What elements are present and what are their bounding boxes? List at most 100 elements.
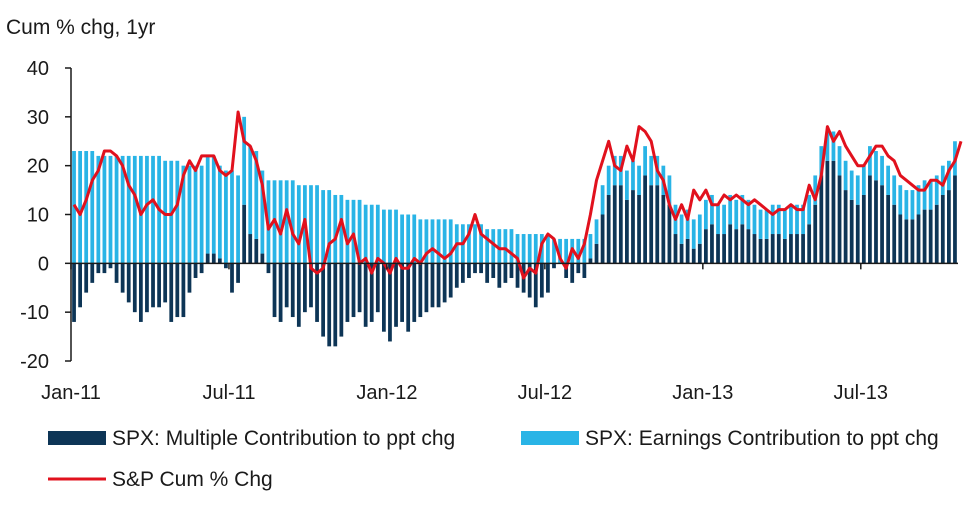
multiple-bar: [272, 263, 277, 318]
multiple-bar: [837, 175, 842, 264]
y-tick-label: 20: [27, 156, 49, 178]
sp-cum-line: [72, 110, 963, 280]
multiple-bar: [594, 243, 599, 264]
multiple-bar: [357, 263, 362, 313]
earnings-bar: [776, 204, 781, 235]
earnings-bar: [703, 199, 708, 230]
earnings-bar: [351, 199, 356, 264]
bar-series-group: [72, 116, 957, 347]
multiple-bar: [236, 263, 240, 283]
earnings-bar: [151, 155, 155, 264]
y-tick-label: 10: [27, 205, 49, 227]
multiple-bar: [947, 190, 951, 264]
earnings-bar: [874, 151, 878, 181]
earnings-bar: [102, 155, 107, 264]
earnings-bar: [363, 204, 368, 264]
earnings-bar: [345, 199, 350, 264]
x-tick-label: Jan-11: [41, 382, 101, 404]
multiple-bar: [880, 185, 884, 264]
multiple-bar: [454, 263, 459, 288]
earnings-bar: [764, 209, 769, 239]
earnings-bar: [114, 155, 119, 264]
earnings-bar: [746, 199, 751, 230]
multiple-bar: [934, 204, 939, 264]
multiple-bar: [412, 263, 417, 322]
y-tick-label: 0: [38, 253, 49, 275]
multiple-bar: [661, 194, 666, 264]
multiple-bar: [552, 263, 556, 269]
earnings-bar: [631, 160, 635, 191]
earnings-bar: [96, 155, 101, 264]
earnings-bar: [940, 165, 945, 195]
axes: [70, 68, 958, 361]
multiple-bar: [394, 263, 398, 327]
multiple-bar: [248, 234, 253, 264]
multiple-bar: [770, 234, 775, 264]
multiple-bar: [722, 234, 726, 264]
multiple-bar: [855, 204, 860, 264]
earnings-bar: [691, 219, 696, 249]
multiple-bar: [375, 263, 380, 313]
multiple-bar: [473, 263, 477, 274]
earnings-bar: [801, 204, 805, 235]
earnings-bar: [734, 199, 739, 230]
multiple-bar: [752, 234, 757, 264]
multiple-bar: [400, 263, 404, 322]
earnings-bar: [357, 199, 362, 264]
multiple-bar: [242, 204, 247, 264]
multiple-bar: [813, 204, 818, 264]
multiple-bar: [728, 224, 733, 264]
multiple-bar: [643, 175, 648, 264]
multiple-bar: [151, 263, 155, 308]
earnings-bar: [205, 155, 210, 254]
multiple-bar: [333, 263, 338, 347]
multiple-bar: [576, 263, 581, 274]
earnings-bar: [868, 146, 872, 176]
earnings-bar: [710, 194, 714, 225]
multiple-bar: [84, 263, 89, 293]
y-axis: -20 -10 0 10 20 30 40: [20, 58, 71, 373]
earnings-bar: [758, 209, 763, 239]
earnings-bar: [296, 185, 301, 264]
multiple-bar: [406, 263, 411, 332]
multiple-bar: [679, 243, 684, 264]
earnings-bar: [770, 204, 775, 235]
earnings-bar: [211, 155, 216, 254]
earnings-bar: [527, 234, 532, 264]
multiple-bar: [72, 263, 76, 322]
multiple-bar: [163, 263, 168, 303]
multiple-bar: [485, 263, 490, 283]
multiple-bar: [217, 258, 222, 264]
earnings-bar: [126, 155, 131, 264]
multiple-bar: [388, 263, 392, 342]
multiple-bar: [430, 263, 435, 308]
earnings-bar: [290, 180, 295, 264]
earnings-bar: [193, 165, 198, 264]
earnings-bar: [855, 175, 860, 205]
earnings-bar: [321, 190, 326, 264]
y-axis-unit-label: Cum % chg, 1yr: [6, 16, 155, 39]
multiple-bar: [266, 263, 271, 274]
multiple-bar: [916, 214, 921, 264]
multiple-bar: [795, 234, 799, 264]
multiple-bar: [114, 263, 119, 283]
earnings-bar: [716, 204, 720, 235]
earnings-bar: [752, 204, 757, 235]
multiple-bar: [175, 263, 180, 318]
multiple-bar: [120, 263, 125, 293]
multiple-bar: [716, 234, 720, 264]
multiple-bar: [764, 238, 769, 264]
earnings-bar: [394, 209, 398, 264]
multiple-bar: [132, 263, 137, 313]
multiple-bar: [205, 253, 210, 264]
earnings-bar: [315, 185, 319, 264]
earnings-bar: [236, 175, 240, 264]
earnings-bar: [728, 194, 733, 225]
earnings-bar: [309, 185, 313, 264]
multiple-bar: [710, 224, 714, 264]
earnings-bar: [108, 155, 113, 264]
earnings-bar: [418, 219, 423, 264]
earnings-bar: [843, 160, 848, 191]
multiple-bar: [460, 263, 465, 283]
multiple-bar: [369, 263, 374, 322]
